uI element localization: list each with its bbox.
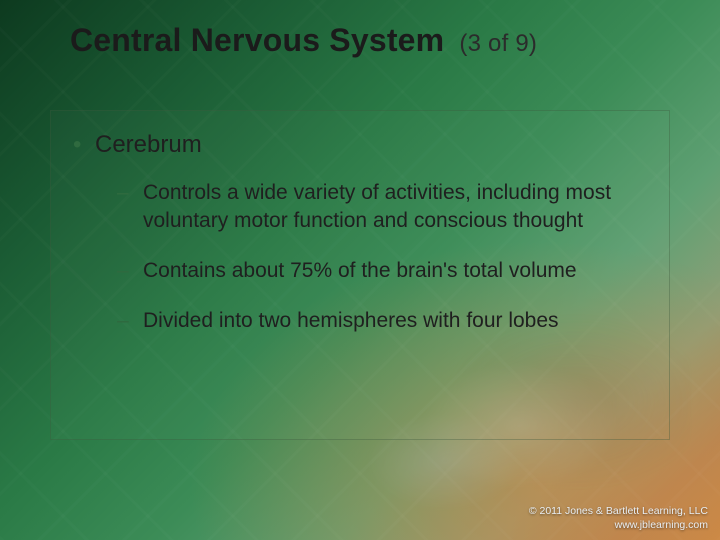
bullet-lvl2-0: Controls a wide variety of activities, i… — [73, 179, 647, 234]
content-box: Cerebrum Controls a wide variety of acti… — [50, 110, 670, 440]
footer-copyright: © 2011 Jones & Bartlett Learning, LLC — [529, 504, 708, 518]
title-main: Central Nervous System — [70, 22, 444, 58]
title-counter: (3 of 9) — [459, 30, 537, 57]
bullet-lvl1: Cerebrum — [73, 129, 647, 161]
slide-title: Central Nervous System (3 of 9) — [70, 22, 690, 59]
bullet-lvl2-2: Divided into two hemispheres with four l… — [73, 307, 647, 335]
footer: © 2011 Jones & Bartlett Learning, LLC ww… — [529, 504, 708, 532]
footer-url: www.jblearning.com — [529, 518, 708, 532]
bullet-lvl2-1: Contains about 75% of the brain's total … — [73, 257, 647, 285]
slide: Central Nervous System (3 of 9) Cerebrum… — [0, 0, 720, 540]
